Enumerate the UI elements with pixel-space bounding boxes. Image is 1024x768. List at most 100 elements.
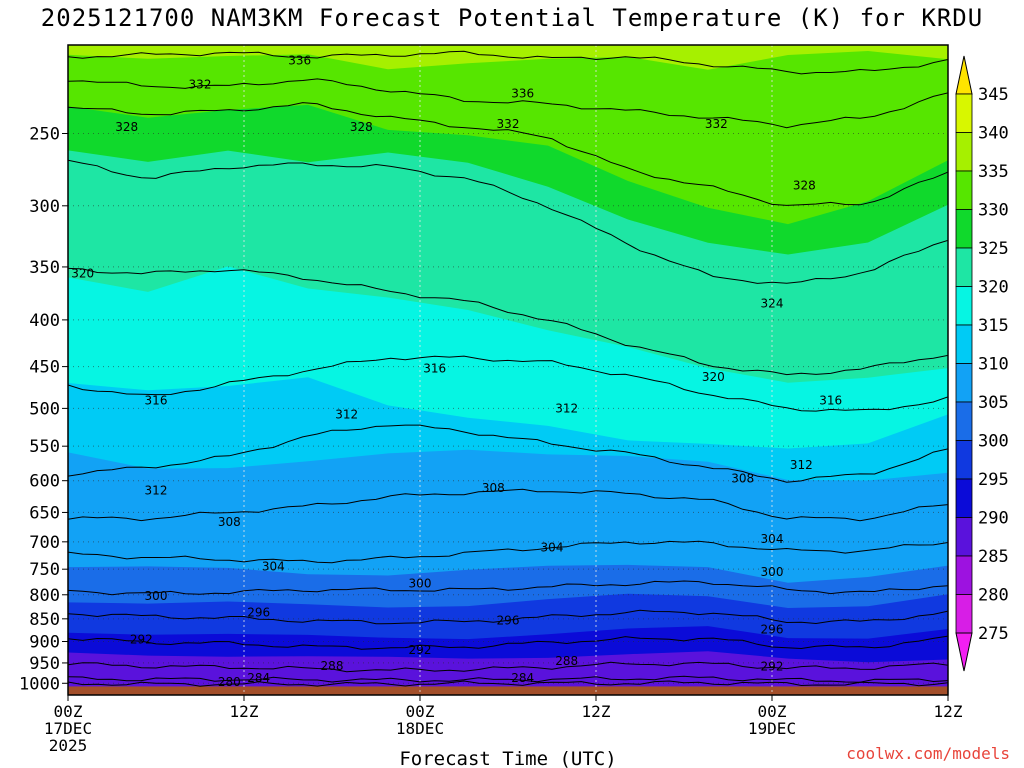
contour-label-308-20: 308 — [731, 472, 754, 486]
contour-label-332-4: 332 — [705, 117, 728, 131]
y-tick-label-850: 850 — [29, 610, 60, 630]
x-tick-label-48-1: 19DEC — [748, 719, 796, 738]
contour-label-284-36: 284 — [511, 671, 534, 685]
colorbar-label-315: 315 — [978, 316, 1009, 336]
colorbar-label-275: 275 — [978, 624, 1009, 644]
contour-label-312-14: 312 — [335, 408, 358, 422]
colorbar-swatch-320 — [955, 286, 973, 326]
contour-label-304-21: 304 — [262, 560, 285, 574]
theta-fill-bands — [68, 45, 948, 695]
colorbar-label-345: 345 — [978, 85, 1009, 105]
contour-label-308-18: 308 — [218, 515, 241, 529]
y-tick-label-650: 650 — [29, 503, 60, 523]
contour-label-296-27: 296 — [247, 606, 270, 620]
contour-label-320-10: 320 — [702, 370, 725, 384]
contour-line-328 — [68, 102, 948, 206]
y-tick-label-1000: 1000 — [19, 674, 60, 694]
contour-label-312-16: 312 — [145, 483, 168, 497]
grid-lines — [68, 45, 948, 695]
colorbar-swatch-325 — [955, 247, 973, 287]
contour-label-288-33: 288 — [321, 659, 344, 673]
colorbar-swatch-335 — [955, 170, 973, 210]
contour-label-300-26: 300 — [761, 565, 784, 579]
contour-line-292 — [68, 635, 948, 650]
contour-label-308-19: 308 — [482, 481, 505, 495]
contour-label-292-32: 292 — [761, 660, 784, 674]
colorbar-label-295: 295 — [978, 470, 1009, 490]
colorbar-label-285: 285 — [978, 547, 1009, 567]
colorbar-label-290: 290 — [978, 509, 1009, 529]
contour-line-312 — [68, 424, 948, 483]
x-tick-label-0-2: 2025 — [49, 736, 88, 755]
x-axis-label: Forecast Time (UTC) — [399, 748, 616, 768]
colorbar-label-320: 320 — [978, 278, 1009, 298]
colorbar-label-280: 280 — [978, 586, 1009, 606]
colorbar-label-340: 340 — [978, 124, 1009, 144]
contour-label-292-31: 292 — [409, 643, 432, 657]
contour-label-336-0: 336 — [288, 54, 311, 68]
x-tick-label-0-0: 00Z — [54, 702, 83, 721]
contour-label-300-25: 300 — [409, 577, 432, 591]
colorbar-swatch-285 — [955, 555, 973, 595]
contour-line-280 — [68, 680, 948, 687]
contour-label-300-24: 300 — [145, 589, 168, 603]
colorbar-swatch-340 — [955, 132, 973, 172]
contour-label-316-13: 316 — [819, 393, 842, 407]
x-tick-label-60-0: 12Z — [934, 702, 963, 721]
contour-label-316-11: 316 — [423, 361, 446, 375]
x-tick-label-24-0: 00Z — [406, 702, 435, 721]
x-tick-label-24-1: 18DEC — [396, 719, 444, 738]
x-tick-label-12-0: 12Z — [230, 702, 259, 721]
contour-label-312-15: 312 — [555, 401, 578, 415]
y-tick-label-800: 800 — [29, 586, 60, 606]
colorbar-top-arrow — [955, 55, 973, 95]
contour-line-300 — [68, 580, 948, 596]
colorbar: 345 340 335 330 325 320 315 310 305 300 295 290 285 2… — [955, 55, 1009, 672]
colorbar-bottom-arrow — [955, 632, 973, 672]
contour-label-328-6: 328 — [350, 120, 373, 134]
x-tick-label-0-1: 17DEC — [44, 719, 92, 738]
colorbar-swatch-305 — [955, 401, 973, 441]
colorbar-swatch-330 — [955, 209, 973, 249]
credit-text: coolwx.com/models — [846, 744, 1010, 763]
contour-line-336 — [68, 50, 948, 75]
y-tick-label-950: 950 — [29, 654, 60, 674]
contour-line-320 — [68, 267, 948, 376]
contour-label-284-35: 284 — [247, 671, 270, 685]
colorbar-swatch-290 — [955, 517, 973, 557]
contour-label-312-17: 312 — [790, 458, 813, 472]
colorbar-swatch-315 — [955, 324, 973, 364]
colorbar-label-330: 330 — [978, 201, 1009, 221]
axes-frame — [67, 44, 949, 696]
x-tick-label-36-0: 12Z — [582, 702, 611, 721]
contour-label-332-3: 332 — [497, 117, 520, 131]
contour-line-316 — [68, 355, 948, 412]
contour-line-288 — [68, 661, 948, 673]
contour-label-304-23: 304 — [761, 532, 784, 546]
contour-label-304-22: 304 — [541, 540, 564, 554]
contour-label-296-28: 296 — [497, 614, 520, 628]
contour-label-280-37: 280 — [218, 675, 241, 689]
contour-line-296 — [68, 609, 948, 625]
theta-contours — [68, 50, 948, 687]
chart-title: 2025121700 NAM3KM Forecast Potential Tem… — [40, 4, 984, 32]
colorbar-label-300: 300 — [978, 432, 1009, 452]
y-tick-label-750: 750 — [29, 560, 60, 580]
contour-labels: 336 336 332 332 332 328 328 328 324 320 320 316 316 3… — [71, 54, 842, 690]
contour-label-328-7: 328 — [793, 178, 816, 192]
y-tick-label-550: 550 — [29, 437, 60, 457]
colorbar-label-325: 325 — [978, 239, 1009, 259]
y-tick-label-400: 400 — [29, 311, 60, 331]
y-tick-label-500: 500 — [29, 399, 60, 419]
colorbar-label-305: 305 — [978, 393, 1009, 413]
contour-label-316-12: 316 — [145, 393, 168, 407]
contour-label-288-34: 288 — [555, 654, 578, 668]
y-tick-label-350: 350 — [29, 258, 60, 278]
plot-frame — [67, 44, 949, 696]
y-axis-ticks: 2503003504004505005506006507007508008509… — [19, 124, 68, 694]
contour-line-304 — [68, 540, 948, 564]
colorbar-label-335: 335 — [978, 162, 1009, 182]
terrain-layer — [68, 686, 948, 695]
